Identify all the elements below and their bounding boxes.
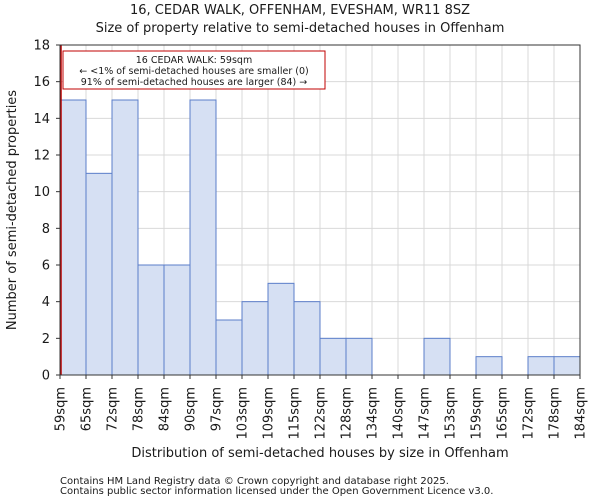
x-tick-label: 159sqm xyxy=(470,387,485,440)
annotation-box xyxy=(62,50,326,90)
x-tick-label: 72sqm xyxy=(106,387,121,431)
chart-title: 16, CEDAR WALK, OFFENHAM, EVESHAM, WR11 … xyxy=(130,3,470,18)
y-tick-label: 16 xyxy=(33,75,50,90)
bar xyxy=(527,356,555,376)
x-axis-ticks: 59sqm 65sqm 72sqm 78sqm 84sqm 90sqm 97sqm 103sq… xyxy=(54,375,589,440)
x-tick-label: 65sqm xyxy=(80,387,95,431)
bar xyxy=(59,99,87,376)
x-tick-label: 103sqm xyxy=(236,387,251,440)
bar xyxy=(553,356,581,376)
bar xyxy=(241,301,269,376)
bar xyxy=(345,337,373,376)
annotation-line1: 16 CEDAR WALK: 59sqm xyxy=(136,55,252,66)
y-tick-label: 14 xyxy=(33,112,50,127)
x-tick-label: 97sqm xyxy=(210,387,225,431)
y-tick-label: 18 xyxy=(33,39,50,54)
bar xyxy=(163,264,191,376)
x-tick-label: 115sqm xyxy=(288,387,303,440)
bar xyxy=(423,337,451,376)
bar xyxy=(267,282,295,376)
bar xyxy=(319,337,347,376)
x-tick-label: 122sqm xyxy=(314,387,329,440)
x-tick-label: 165sqm xyxy=(496,387,511,440)
footer-line2: Contains public sector information licen… xyxy=(60,486,493,497)
bars xyxy=(59,99,581,376)
x-tick-label: 147sqm xyxy=(418,387,433,440)
x-axis-label: Distribution of semi-detached houses by … xyxy=(131,446,508,461)
x-tick-label: 140sqm xyxy=(392,387,407,440)
bar xyxy=(215,319,243,376)
x-tick-label: 90sqm xyxy=(184,387,199,431)
y-tick-label: 6 xyxy=(42,259,50,274)
y-axis-label: Number of semi-detached properties xyxy=(5,90,20,330)
x-tick-label: 109sqm xyxy=(262,387,277,440)
x-tick-label: 153sqm xyxy=(444,387,459,440)
y-tick-label: 8 xyxy=(42,222,50,237)
x-tick-label: 84sqm xyxy=(158,387,173,431)
y-axis-ticks: 0 2 4 6 8 10 12 14 16 18 xyxy=(33,39,60,384)
x-tick-label: 78sqm xyxy=(132,387,147,431)
annotation-line2: ← <1% of semi-detached houses are smalle… xyxy=(79,66,308,77)
plot-frame xyxy=(59,44,581,376)
y-tick-label: 12 xyxy=(33,149,50,164)
x-tick-label: 59sqm xyxy=(54,387,69,431)
y-tick-label: 4 xyxy=(42,295,50,310)
y-tick-label: 2 xyxy=(42,332,50,347)
annotation-line3: 91% of semi-detached houses are larger (… xyxy=(81,77,308,88)
bar xyxy=(189,99,217,376)
chart-subtitle: Size of property relative to semi-detach… xyxy=(96,21,505,36)
bar xyxy=(85,172,113,376)
footer-line1: Contains HM Land Registry data © Crown c… xyxy=(60,476,449,487)
x-tick-label: 128sqm xyxy=(340,387,355,440)
bar xyxy=(137,264,165,376)
x-tick-label: 178sqm xyxy=(548,387,563,440)
bar xyxy=(111,99,139,376)
y-tick-label: 0 xyxy=(42,369,50,384)
y-tick-label: 10 xyxy=(33,185,50,200)
x-tick-label: 172sqm xyxy=(522,387,537,440)
bar xyxy=(293,301,321,376)
x-tick-label: 134sqm xyxy=(366,387,381,440)
x-tick-label: 184sqm xyxy=(574,387,589,440)
bar xyxy=(475,356,503,376)
